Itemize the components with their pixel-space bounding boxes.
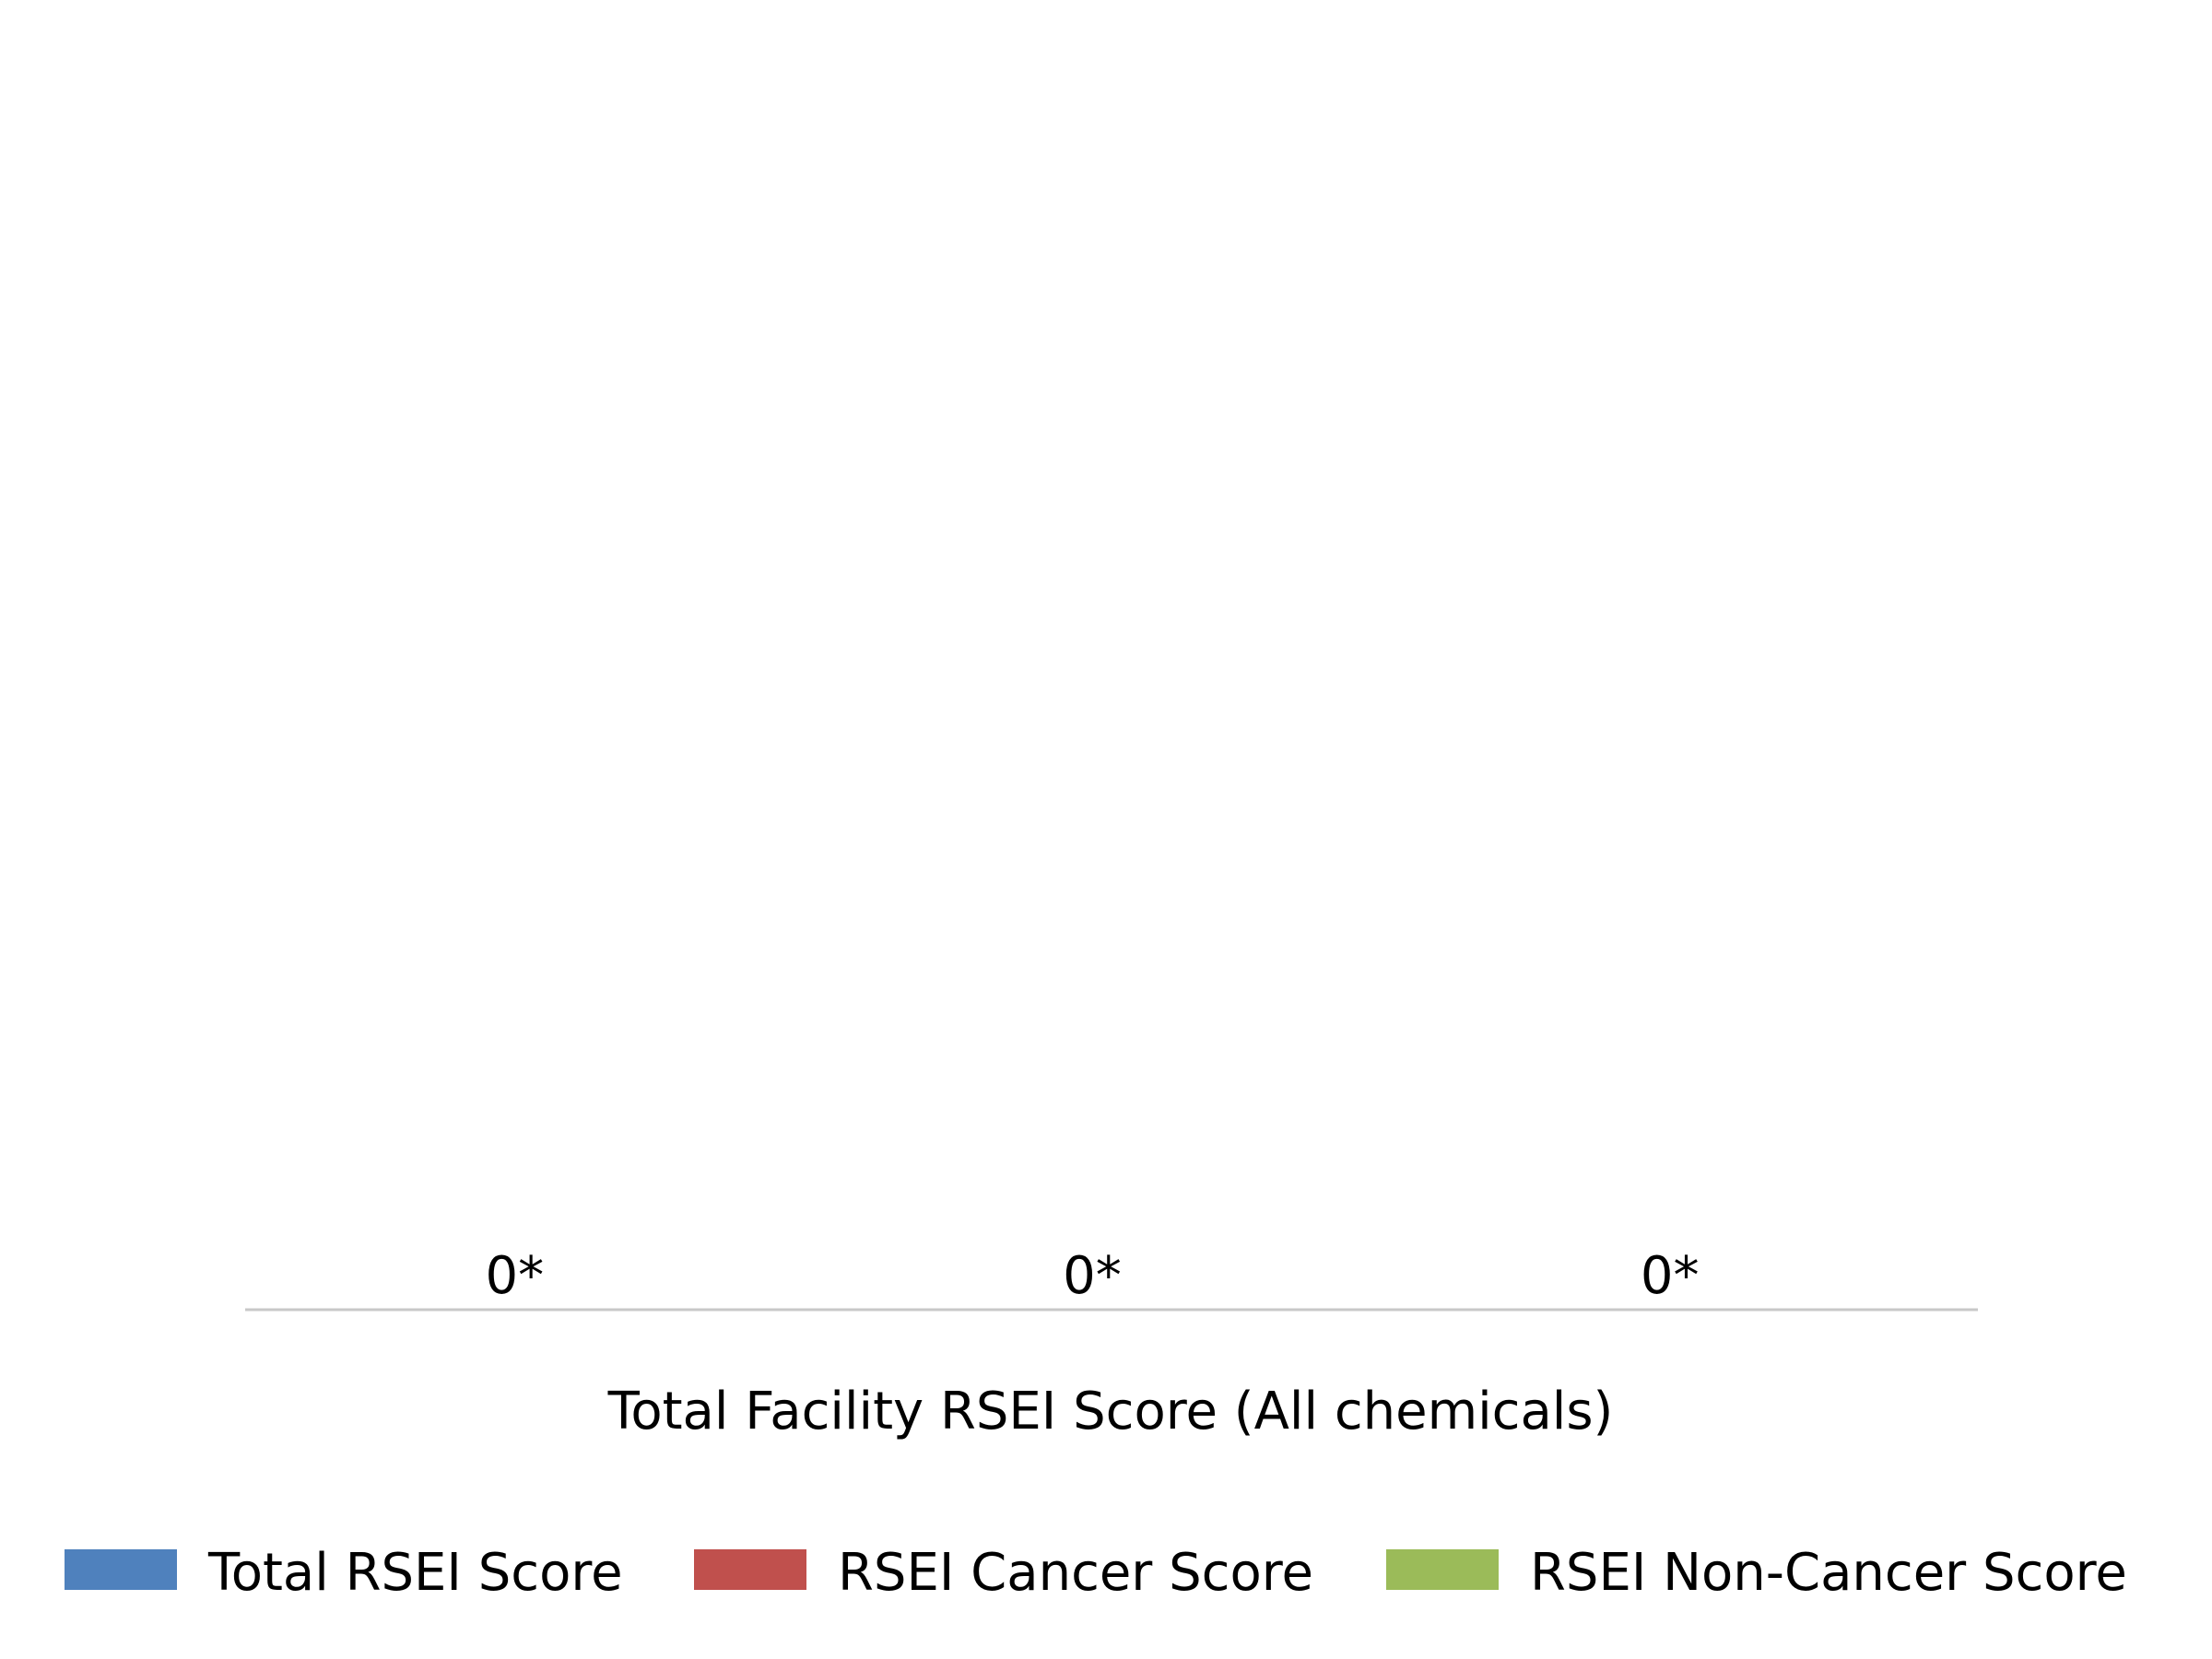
legend-swatch-1 [65, 1549, 177, 1590]
legend-item-1: Total RSEI Score [65, 1543, 623, 1603]
legend-swatch-3 [1386, 1549, 1499, 1590]
legend-label-2: RSEI Cancer Score [838, 1543, 1313, 1603]
legend-item-2: RSEI Cancer Score [694, 1543, 1313, 1603]
x-axis-title: Total Facility RSEI Score (All chemicals… [607, 1382, 1614, 1441]
data-labels-layer: 0* 0* 0* [485, 1246, 1699, 1306]
data-label-3: 0* [1641, 1246, 1700, 1306]
data-label-2: 0* [1063, 1246, 1122, 1306]
legend-item-3: RSEI Non-Cancer Score [1386, 1543, 2127, 1603]
legend-label-3: RSEI Non-Cancer Score [1530, 1543, 2127, 1603]
data-label-1: 0* [485, 1246, 544, 1306]
legend-swatch-2 [694, 1549, 806, 1590]
legend: Total RSEI Score RSEI Cancer Score RSEI No… [65, 1543, 2127, 1603]
legend-label-1: Total RSEI Score [207, 1543, 623, 1603]
